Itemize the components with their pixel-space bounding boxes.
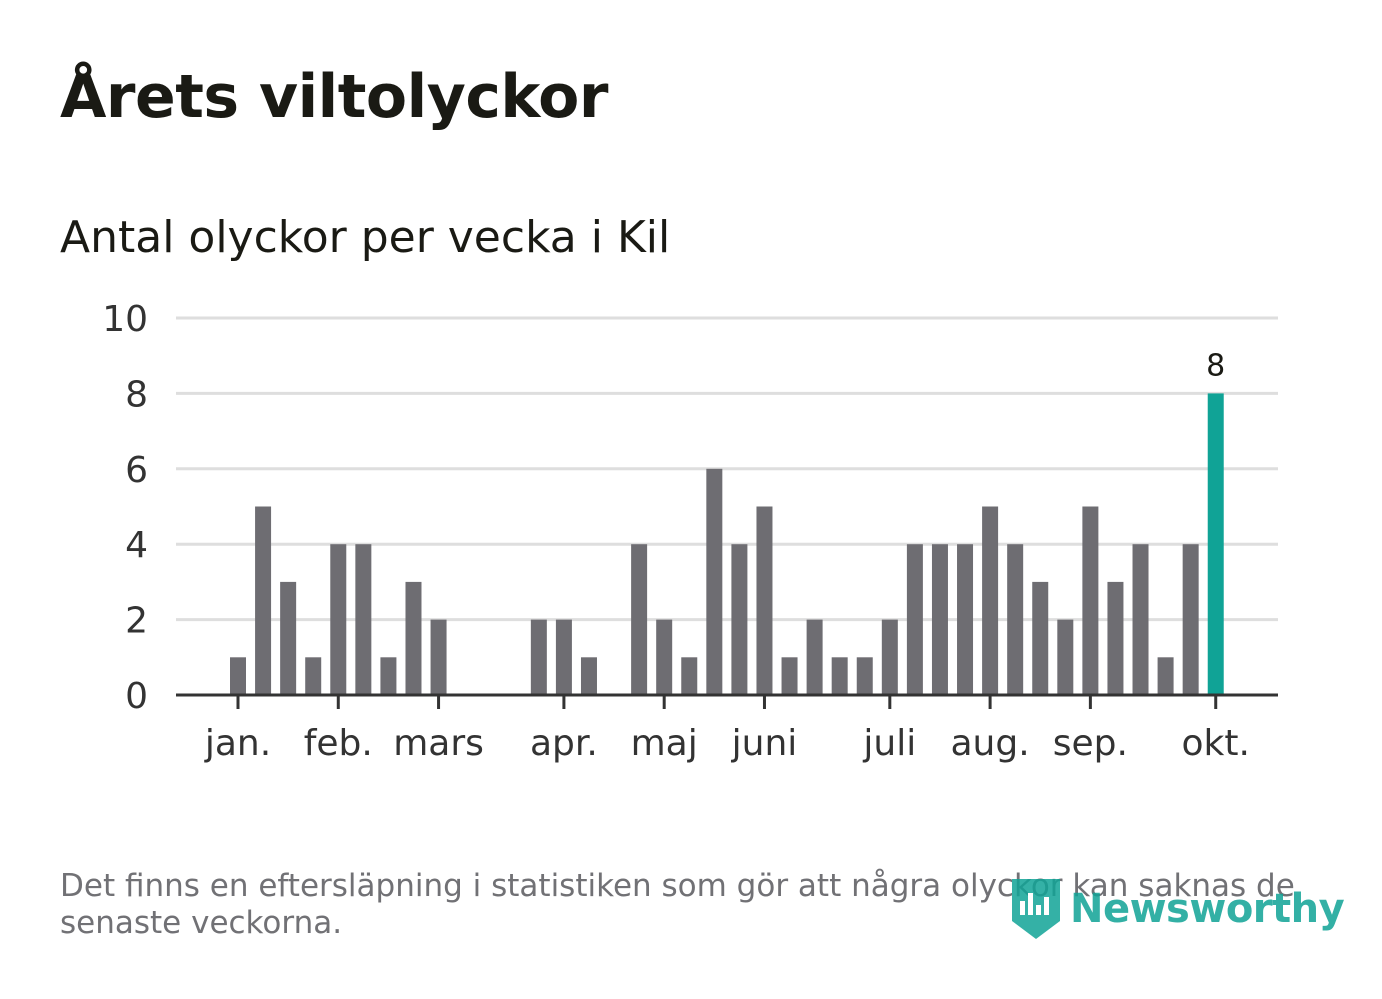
x-tick-label: maj xyxy=(631,723,698,764)
bar xyxy=(982,506,999,695)
logo-text: Newsworthy xyxy=(1070,886,1345,932)
y-tick-label: 2 xyxy=(125,601,148,642)
bar xyxy=(756,506,773,695)
bar xyxy=(530,619,547,695)
bar-chart: 0 2 4 6 8 10 8 jan. feb. mars apr. maj juni juli aug. s… xyxy=(102,299,1278,764)
bars xyxy=(230,393,1224,695)
bar xyxy=(355,544,372,695)
bar xyxy=(330,544,347,695)
bar xyxy=(555,619,572,695)
bar xyxy=(1132,544,1149,695)
bar xyxy=(831,657,848,695)
bar xyxy=(1182,544,1199,695)
x-tick-label: aug. xyxy=(951,723,1030,764)
data-label: 8 xyxy=(1206,348,1225,383)
bar xyxy=(1057,619,1074,695)
bar xyxy=(230,657,246,695)
newsworthy-logo: Newsworthy xyxy=(1010,876,1345,942)
y-tick-label: 0 xyxy=(125,676,148,717)
bar xyxy=(706,468,723,695)
x-tick-label: juli xyxy=(862,723,916,764)
x-tick-label: mars xyxy=(393,723,484,764)
y-tick-label: 4 xyxy=(125,525,148,566)
bar xyxy=(631,544,648,695)
x-tick-label: jan. xyxy=(204,723,271,764)
bar xyxy=(806,619,823,695)
bar xyxy=(681,657,698,695)
bar xyxy=(1157,657,1174,695)
bar xyxy=(1107,581,1124,695)
newsworthy-logo-icon xyxy=(1012,879,1060,939)
bar xyxy=(405,581,422,695)
bar xyxy=(881,619,898,695)
bar-highlight xyxy=(1207,393,1224,695)
bar xyxy=(906,544,923,695)
footnote: Det finns en eftersläpning i statistiken… xyxy=(60,868,1295,941)
bar xyxy=(1032,581,1049,695)
bar xyxy=(656,619,673,695)
bar xyxy=(856,657,873,695)
y-tick-label: 6 xyxy=(125,450,148,491)
bar xyxy=(255,506,272,695)
bar xyxy=(731,544,748,695)
x-tick-label: apr. xyxy=(530,723,598,764)
x-tick-label: sep. xyxy=(1053,723,1128,764)
y-tick-label: 10 xyxy=(102,299,148,340)
bar xyxy=(957,544,974,695)
x-tick-label: okt. xyxy=(1182,723,1250,764)
bar xyxy=(305,657,322,695)
bar xyxy=(380,657,397,695)
bar xyxy=(280,581,297,695)
x-tick-label: feb. xyxy=(304,723,373,764)
bar xyxy=(781,657,798,695)
chart-title: Årets viltolyckor xyxy=(60,62,609,132)
bar xyxy=(1082,506,1099,695)
axes xyxy=(176,693,1278,709)
bar xyxy=(931,544,948,695)
bar xyxy=(1007,544,1024,695)
y-tick-label: 8 xyxy=(125,374,148,415)
chart-subtitle: Antal olyckor per vecka i Kil xyxy=(60,212,671,263)
bar xyxy=(580,657,597,695)
bar xyxy=(430,619,447,695)
labels: 0 2 4 6 8 10 8 jan. feb. mars apr. maj juni juli aug. s… xyxy=(102,299,1250,764)
x-tick-label: juni xyxy=(731,723,798,764)
